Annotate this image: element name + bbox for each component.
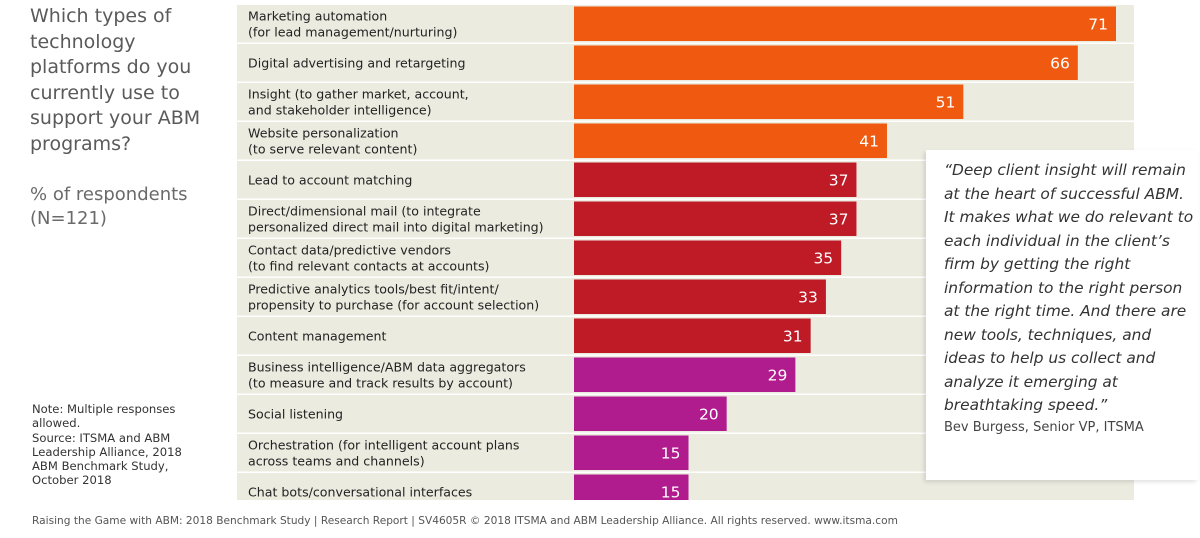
bar: [574, 435, 689, 470]
bar: [574, 6, 1116, 41]
bar-value-label: 15: [661, 444, 681, 462]
bar-value-label: 33: [798, 288, 818, 306]
page-footer: Raising the Game with ABM: 2018 Benchmar…: [32, 515, 898, 527]
chart-subtitle: % of respondents (N=121): [30, 183, 230, 231]
category-label: (to find relevant contacts at accounts): [248, 258, 489, 273]
category-label: Social listening: [248, 406, 343, 421]
note-line: Note: Multiple responses: [32, 402, 176, 416]
subtitle-line-1: % of respondents: [30, 184, 188, 205]
bar-value-label: 29: [768, 366, 788, 384]
category-label: Business intelligence/ABM data aggregato…: [248, 359, 526, 374]
bar: [574, 162, 857, 197]
quote-author: Bev Burgess, Senior VP, ITSMA: [944, 420, 1144, 435]
category-label: Insight (to gather market, account,: [248, 86, 469, 101]
category-label: Contact data/predictive vendors: [248, 242, 451, 257]
bar-value-label: 35: [813, 249, 833, 267]
bar: [574, 84, 964, 119]
bar: [574, 396, 727, 431]
bar: [574, 123, 887, 158]
category-label: and stakeholder intelligence): [248, 102, 432, 117]
note-line: ABM Benchmark Study,: [32, 459, 169, 474]
bar-value-label: 20: [699, 405, 719, 423]
category-label: Digital advertising and retargeting: [248, 55, 466, 70]
bar-value-label: 66: [1050, 54, 1070, 72]
note-line: October 2018: [32, 473, 112, 488]
bar: [574, 45, 1078, 80]
bar-value-label: 71: [1088, 15, 1108, 33]
quote-text: “Deep client insight will remain at the …: [944, 161, 1194, 414]
bar: [574, 474, 689, 500]
bar-value-label: 31: [783, 327, 803, 345]
subtitle-line-2: (N=121): [30, 208, 107, 229]
category-label: Content management: [248, 328, 387, 343]
category-label: Marketing automation: [248, 8, 387, 23]
source-note: Note: Multiple responses allowed. Source…: [32, 402, 202, 488]
category-label: personalized direct mail into digital ma…: [248, 219, 544, 234]
bar: [574, 318, 811, 353]
category-label: Website personalization: [248, 125, 399, 140]
note-line: Source: ITSMA and ABM: [32, 430, 171, 445]
bar-value-label: 51: [936, 93, 956, 111]
bar-value-label: 15: [661, 483, 681, 500]
bar: [574, 357, 796, 392]
category-label: Lead to account matching: [248, 172, 412, 187]
category-label: Orchestration (for intelligent account p…: [248, 437, 519, 452]
bar-value-label: 37: [829, 171, 849, 189]
category-label: Predictive analytics tools/best fit/inte…: [248, 281, 499, 296]
category-label: propensity to purchase (for account sele…: [248, 297, 539, 312]
quote-card: [926, 150, 1198, 480]
chart-question: Which types of technology platforms do y…: [30, 5, 201, 155]
category-label: (for lead management/nurturing): [248, 24, 457, 39]
category-label: (to measure and track results by account…: [248, 375, 513, 390]
bar-value-label: 37: [829, 210, 849, 228]
bar-value-label: 41: [859, 132, 879, 150]
category-label: (to serve relevant content): [248, 141, 417, 156]
note-line: Leadership Alliance, 2018: [32, 444, 182, 459]
bar: [574, 279, 826, 314]
category-label: Direct/dimensional mail (to integrate: [248, 203, 481, 218]
bar: [574, 240, 842, 275]
category-label: Chat bots/conversational interfaces: [248, 484, 472, 499]
note-line: allowed.: [32, 416, 81, 431]
category-label: across teams and channels): [248, 453, 425, 468]
bar: [574, 201, 857, 236]
